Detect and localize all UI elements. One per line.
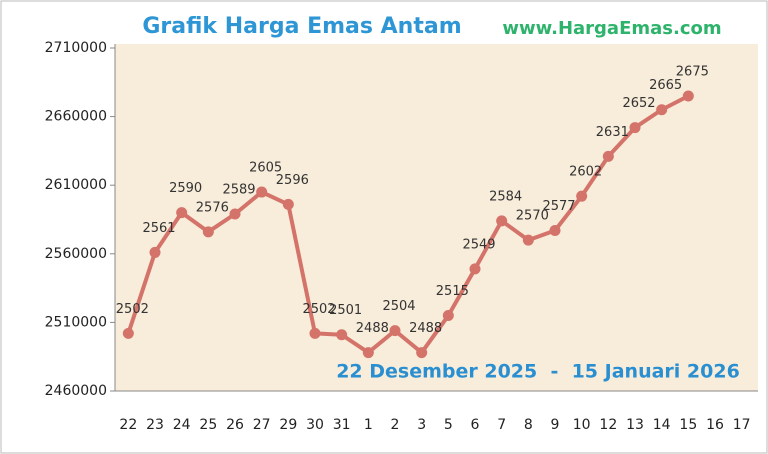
data-label: 2504 xyxy=(382,299,415,314)
x-tick-label: 13 xyxy=(626,417,644,433)
x-tick-label: 16 xyxy=(706,417,724,433)
point xyxy=(202,226,214,238)
point xyxy=(309,327,321,339)
data-label: 2488 xyxy=(409,321,442,336)
point xyxy=(149,246,161,258)
point xyxy=(256,186,268,198)
x-tick-label: 25 xyxy=(199,417,217,433)
data-label: 2561 xyxy=(142,221,175,236)
point xyxy=(629,122,641,134)
data-label: 2675 xyxy=(676,65,709,80)
data-label: 2584 xyxy=(489,189,522,204)
point xyxy=(442,310,454,322)
x-tick-label: 10 xyxy=(573,417,591,433)
data-label: 2596 xyxy=(276,173,309,188)
point xyxy=(469,263,481,275)
x-tick-label: 2 xyxy=(391,417,400,433)
x-tick-label: 12 xyxy=(599,417,617,433)
data-label: 2605 xyxy=(249,161,282,176)
y-tick-label: 2660000 xyxy=(45,109,107,125)
x-tick-label: 3 xyxy=(417,417,426,433)
data-label: 2652 xyxy=(622,96,655,111)
x-tick-label: 27 xyxy=(253,417,271,433)
point xyxy=(496,215,508,227)
point xyxy=(416,347,428,359)
x-tick-label: 22 xyxy=(119,417,137,433)
point xyxy=(389,325,401,337)
point xyxy=(229,208,241,220)
data-label: 2570 xyxy=(516,209,549,224)
plot-area xyxy=(115,44,758,391)
data-label: 2501 xyxy=(329,303,362,318)
x-tick-label: 17 xyxy=(733,417,751,433)
y-tick-label: 2560000 xyxy=(45,246,107,262)
data-label: 2502 xyxy=(302,302,335,317)
x-tick-label: 8 xyxy=(524,417,533,433)
x-tick-label: 30 xyxy=(306,417,324,433)
data-label: 2502 xyxy=(116,302,149,317)
data-label: 2576 xyxy=(196,200,229,215)
x-tick-label: 15 xyxy=(679,417,697,433)
y-tick-label: 2510000 xyxy=(45,314,107,330)
data-label: 2515 xyxy=(436,284,469,299)
x-tick-label: 26 xyxy=(226,417,244,433)
series-line xyxy=(126,94,690,355)
x-tick-label: 9 xyxy=(551,417,560,433)
point xyxy=(122,327,134,339)
data-label: 2665 xyxy=(649,78,682,93)
x-tick-label: 23 xyxy=(146,417,164,433)
point xyxy=(336,329,348,341)
point xyxy=(362,347,374,359)
x-tick-label: 7 xyxy=(497,417,506,433)
data-label: 2590 xyxy=(169,181,202,196)
data-label: 2549 xyxy=(462,237,495,252)
point xyxy=(602,150,614,162)
point xyxy=(576,190,588,202)
data-label: 2488 xyxy=(356,321,389,336)
point xyxy=(522,234,534,246)
point xyxy=(549,224,561,236)
y-tick-label: 2460000 xyxy=(45,383,107,399)
data-label: 2602 xyxy=(569,165,602,180)
x-tick-label: 6 xyxy=(471,417,480,433)
subtitle: www.HargaEmas.com xyxy=(502,18,721,39)
data-label: 2577 xyxy=(542,199,575,214)
y-tick-label: 2710000 xyxy=(45,40,107,56)
data-label: 2589 xyxy=(222,183,255,198)
point xyxy=(682,90,694,102)
x-tick-label: 1 xyxy=(364,417,373,433)
x-tick-label: 14 xyxy=(653,417,671,433)
point xyxy=(282,198,294,210)
y-tick-label: 2610000 xyxy=(45,177,107,193)
annotation: 22 Desember 2025 - 15 Januari 2026 xyxy=(336,361,740,383)
point xyxy=(176,207,188,219)
point xyxy=(656,104,668,116)
x-tick-label: 24 xyxy=(173,417,191,433)
x-tick-label: 31 xyxy=(333,417,351,433)
data-label: 2631 xyxy=(596,125,629,140)
x-tick-label: 29 xyxy=(279,417,297,433)
chart-title: Grafik Harga Emas Antam xyxy=(142,14,461,39)
x-tick-label: 5 xyxy=(444,417,453,433)
